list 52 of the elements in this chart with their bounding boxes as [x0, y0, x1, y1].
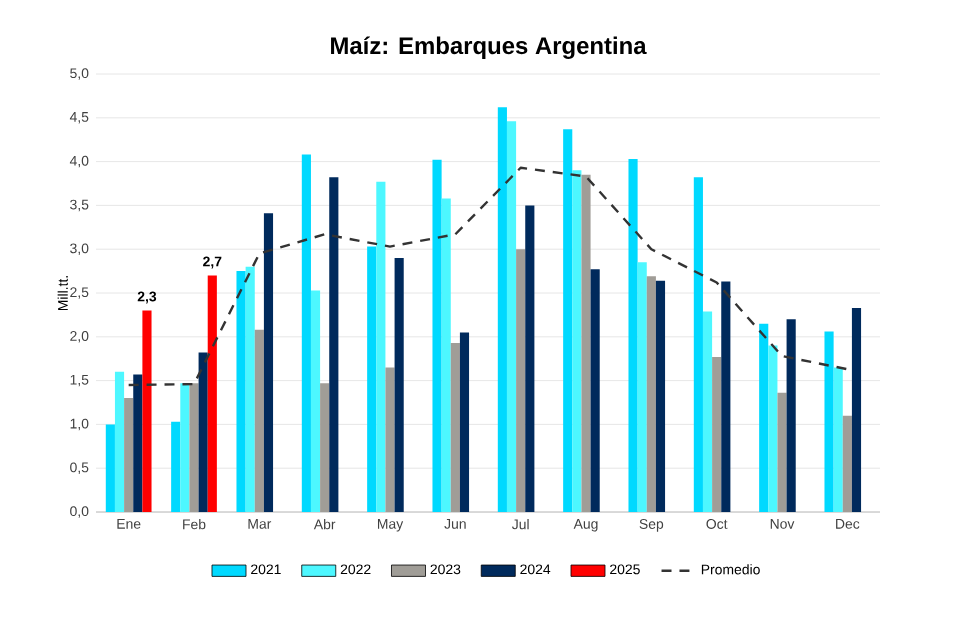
- bar: [759, 323, 769, 512]
- bar: [702, 311, 713, 512]
- bar: [842, 415, 852, 512]
- bar: [637, 262, 647, 512]
- bar: [236, 271, 246, 512]
- bar: [171, 421, 181, 512]
- bar: [263, 213, 274, 512]
- bar: [254, 329, 264, 512]
- bar: [189, 383, 199, 512]
- bar: [367, 246, 377, 512]
- bar: [777, 392, 787, 512]
- bar: [506, 121, 517, 512]
- bar: [310, 290, 321, 512]
- bar: [768, 345, 778, 512]
- bar: [581, 174, 591, 512]
- bar: [712, 356, 722, 512]
- bar: [198, 352, 208, 512]
- bar: [180, 383, 190, 512]
- bar: [245, 266, 255, 512]
- bar: [563, 129, 573, 512]
- bar: [833, 367, 843, 512]
- bar: [385, 367, 395, 512]
- bar: [628, 158, 638, 512]
- bar: [655, 280, 666, 512]
- bar: [376, 181, 386, 512]
- bar: [124, 398, 134, 512]
- bar: [851, 307, 862, 512]
- bar: [693, 177, 703, 512]
- bar: [394, 257, 404, 512]
- chart-title: Maíz: Embarques Argentina: [331, 36, 647, 59]
- bar: [572, 170, 582, 512]
- bar: [441, 198, 451, 512]
- bar: [114, 371, 125, 512]
- bar: [824, 331, 834, 512]
- bar: [786, 319, 796, 512]
- bar: [432, 159, 442, 512]
- bar: [516, 249, 526, 512]
- bar: [525, 205, 535, 512]
- bar: [450, 342, 460, 512]
- bar: [207, 275, 217, 512]
- bar: [459, 332, 470, 512]
- bar: [721, 281, 731, 512]
- bar: [497, 107, 507, 512]
- bar: [142, 310, 152, 512]
- bar: [590, 269, 600, 512]
- bar: [646, 276, 656, 512]
- bar: [105, 424, 115, 512]
- bar: [329, 177, 339, 512]
- bar: [301, 154, 311, 512]
- bar: [133, 374, 143, 512]
- line-series: [127, 166, 849, 387]
- bar: [320, 383, 330, 512]
